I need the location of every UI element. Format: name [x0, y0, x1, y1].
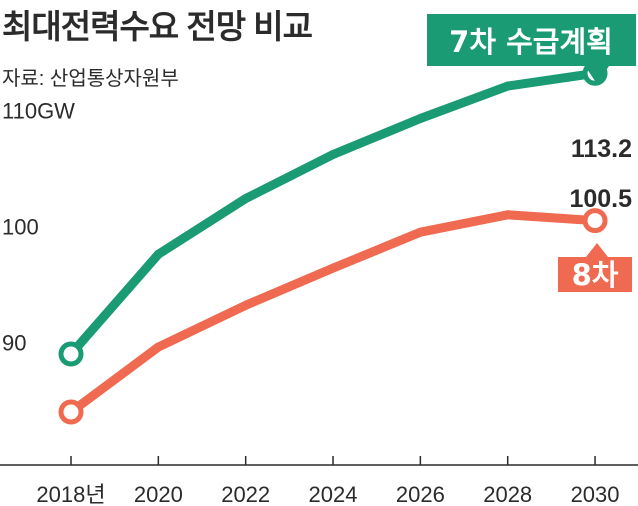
x-tick-label: 2018년 [36, 482, 105, 506]
end-value-label-plan8: 100.5 [569, 185, 632, 213]
data-point [415, 114, 425, 124]
x-tick-label: 2022 [221, 482, 270, 506]
data-point [503, 210, 513, 220]
y-tick-label: 110GW [2, 98, 75, 123]
y-tick-label: 90 [2, 330, 26, 355]
start-point-marker [58, 399, 84, 425]
legend-badge-plan7: 7차 수급계획 [427, 14, 636, 84]
x-tick-label: 2026 [396, 482, 445, 506]
data-point [328, 263, 338, 273]
end-value-label-plan7: 113.2 [571, 135, 632, 163]
x-tick-label: 2024 [309, 482, 358, 506]
legend-badge-box [558, 243, 632, 292]
data-point [153, 249, 163, 259]
data-point [241, 300, 251, 310]
legend-badge-label-plan7: 7차 수급계획 [449, 25, 613, 59]
x-tick-label: 2028 [483, 482, 532, 506]
chart-title: 최대전력수요 전망 비교 [2, 8, 313, 45]
legend-badge-box [427, 14, 636, 84]
end-point-marker [582, 208, 608, 234]
x-tick-label: 2020 [134, 482, 183, 506]
legend-badge-plan8: 8차 [558, 243, 632, 292]
legend-badge-label-plan8: 8차 [572, 258, 619, 292]
data-point [153, 342, 163, 352]
data-point [328, 149, 338, 159]
y-tick-label: 100 [2, 214, 39, 239]
start-point-marker [58, 341, 84, 367]
x-tick-label: 2030 [571, 482, 620, 506]
data-point [241, 194, 251, 204]
data-point [415, 227, 425, 237]
data-point [503, 81, 513, 91]
series-line-plan8 [66, 210, 600, 417]
source-note: 자료: 산업통상자원부 [2, 68, 179, 90]
